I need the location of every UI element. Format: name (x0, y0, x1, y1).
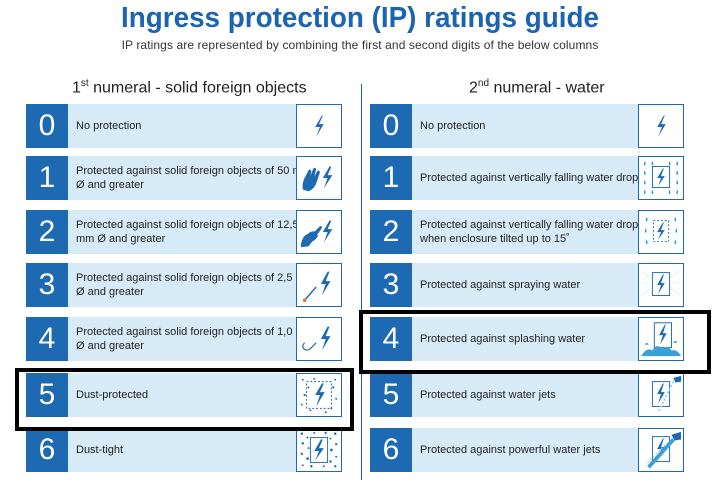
description: Protected against water jets (412, 373, 666, 417)
digit-badge: 2 (26, 210, 68, 254)
dense-dust-lightning-icon (296, 428, 342, 472)
description: Protected against solid foreign objects … (68, 156, 320, 200)
page-subtitle: IP ratings are represented by combining … (121, 38, 599, 52)
wire-lightning-icon (296, 317, 342, 361)
digit-badge: 3 (370, 263, 412, 307)
column-divider (361, 84, 362, 480)
page-title: Ingress protection (IP) ratings guide (121, 2, 599, 34)
description: Protected against splashing water (412, 317, 666, 361)
description: Protected against solid foreign objects … (68, 317, 320, 361)
digit-badge: 0 (26, 104, 68, 148)
spray-lightning-icon (638, 263, 684, 307)
dust-lightning-icon (296, 373, 342, 417)
hand-lightning-icon (296, 156, 342, 200)
digit-badge: 0 (370, 104, 412, 148)
description: No protection (412, 104, 666, 148)
highlight-frame-splashing-water (359, 310, 711, 374)
description: Protected against vertically falling wat… (412, 156, 666, 200)
digit-badge: 6 (370, 428, 412, 472)
description: Protected against vertically falling wat… (412, 210, 666, 254)
digit-badge: 4 (26, 317, 68, 361)
digit-badge: 5 (26, 373, 68, 417)
digit-badge: 1 (370, 156, 412, 200)
tool-lightning-icon (296, 263, 342, 307)
digit-badge: 1 (26, 156, 68, 200)
digit-badge: 3 (26, 263, 68, 307)
lightning-icon (638, 104, 684, 148)
drops-lightning-icon (638, 156, 684, 200)
digit-badge: 4 (370, 317, 412, 361)
solids-column-heading: 1st numeral - solid foreign objects (72, 78, 307, 97)
lightning-icon (296, 104, 342, 148)
description: Protected against solid foreign objects … (68, 263, 320, 307)
tilted-drops-lightning-icon (638, 210, 684, 254)
description: Protected against solid foreign objects … (68, 210, 320, 254)
description: Protected against spraying water (412, 263, 666, 307)
powerful-jet-lightning-icon (638, 428, 684, 472)
jet-lightning-icon (638, 373, 684, 417)
splash-lightning-icon (638, 317, 684, 361)
digit-badge: 5 (370, 373, 412, 417)
description: Dust-tight (68, 428, 320, 472)
digit-badge: 2 (370, 210, 412, 254)
highlight-frame-dust-protected (15, 368, 354, 431)
description: Dust-protected (68, 373, 320, 417)
finger-lightning-icon (296, 210, 342, 254)
description: No protection (68, 104, 320, 148)
digit-badge: 6 (26, 428, 68, 472)
water-column-heading: 2nd numeral - water (469, 78, 605, 97)
description: Protected against powerful water jets (412, 428, 666, 472)
